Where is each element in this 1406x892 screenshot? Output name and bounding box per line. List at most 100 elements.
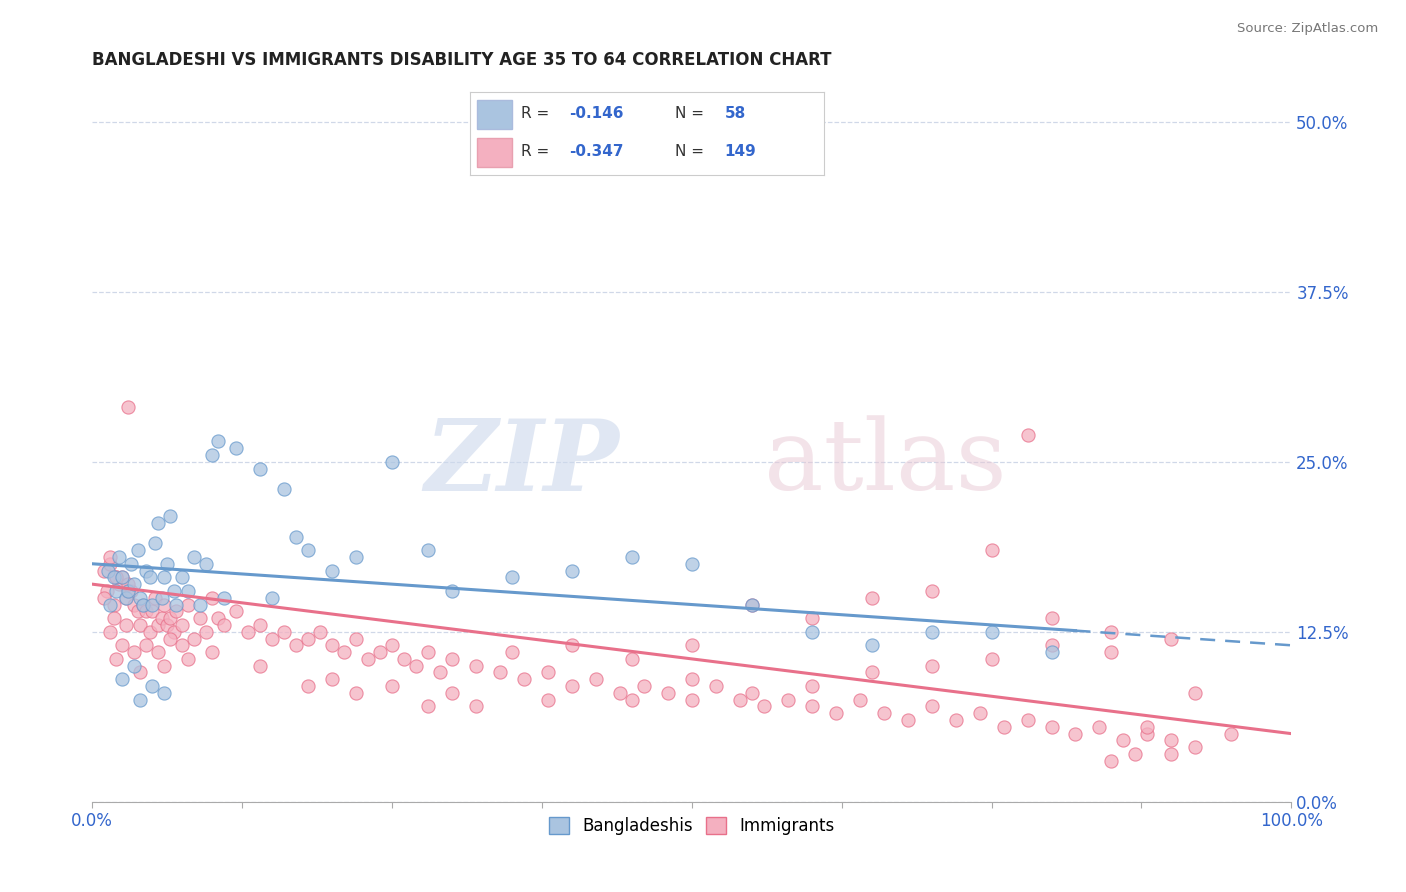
Point [155,618,177,632]
Point [117,577,139,591]
Point [150,611,173,625]
Point [416,543,439,558]
Point [1101,754,1123,768]
Point [225,604,247,618]
Point [150,591,173,605]
Point [138,570,160,584]
Point [513,673,536,687]
Point [98,557,121,571]
Point [1125,747,1147,761]
Point [183,632,205,646]
Point [416,699,439,714]
Point [381,679,404,693]
Point [188,611,211,625]
Point [633,679,655,693]
Point [980,652,1002,666]
Point [501,645,523,659]
Point [122,658,145,673]
Point [172,570,194,584]
Point [141,679,163,693]
Text: ZIP: ZIP [425,415,620,511]
Point [131,598,153,612]
Point [201,591,224,605]
Point [117,583,139,598]
Point [1088,720,1111,734]
Point [127,543,149,558]
Point [129,665,152,680]
Point [969,706,991,721]
Point [752,699,775,714]
Point [381,638,404,652]
Point [183,549,205,564]
Point [561,679,583,693]
Point [333,645,356,659]
Point [620,692,643,706]
Point [153,598,176,612]
Point [620,652,643,666]
Point [98,598,121,612]
Point [163,583,186,598]
Point [297,679,319,693]
Point [129,618,152,632]
Point [704,679,727,693]
Point [800,699,823,714]
Point [368,645,391,659]
Point [165,604,187,618]
Point [1040,611,1063,625]
Point [800,679,823,693]
Point [321,673,343,687]
Point [464,658,486,673]
Point [165,598,187,612]
Point [111,673,134,687]
Point [1112,733,1135,747]
Point [129,692,152,706]
Point [1101,645,1123,659]
Point [980,624,1002,639]
Point [111,570,134,584]
Text: atlas: atlas [763,415,1007,511]
Point [585,673,607,687]
Point [146,618,169,632]
Point [105,570,128,584]
Point [1184,740,1206,755]
Point [163,624,186,639]
Point [860,638,883,652]
Point [921,699,943,714]
Point [344,549,367,564]
Point [1184,686,1206,700]
Point [741,686,763,700]
Point [1136,720,1159,734]
Point [236,624,259,639]
Point [416,645,439,659]
Point [117,401,139,415]
Point [357,652,380,666]
Point [1160,747,1182,761]
Point [405,658,427,673]
Point [117,583,139,598]
Point [93,591,115,605]
Point [872,706,894,721]
Point [96,583,118,598]
Point [681,638,703,652]
Point [344,632,367,646]
Point [135,638,157,652]
Text: Source: ZipAtlas.com: Source: ZipAtlas.com [1237,22,1378,36]
Point [728,692,751,706]
Point [297,543,319,558]
Point [285,638,308,652]
Point [159,509,181,524]
Point [131,598,153,612]
Point [1017,713,1039,727]
Point [1040,645,1063,659]
Point [440,686,463,700]
Point [561,564,583,578]
Point [107,549,129,564]
Point [122,598,145,612]
Point [897,713,920,727]
Point [980,543,1002,558]
Point [260,591,283,605]
Point [1040,638,1063,652]
Point [741,598,763,612]
Point [114,591,136,605]
Point [159,632,181,646]
